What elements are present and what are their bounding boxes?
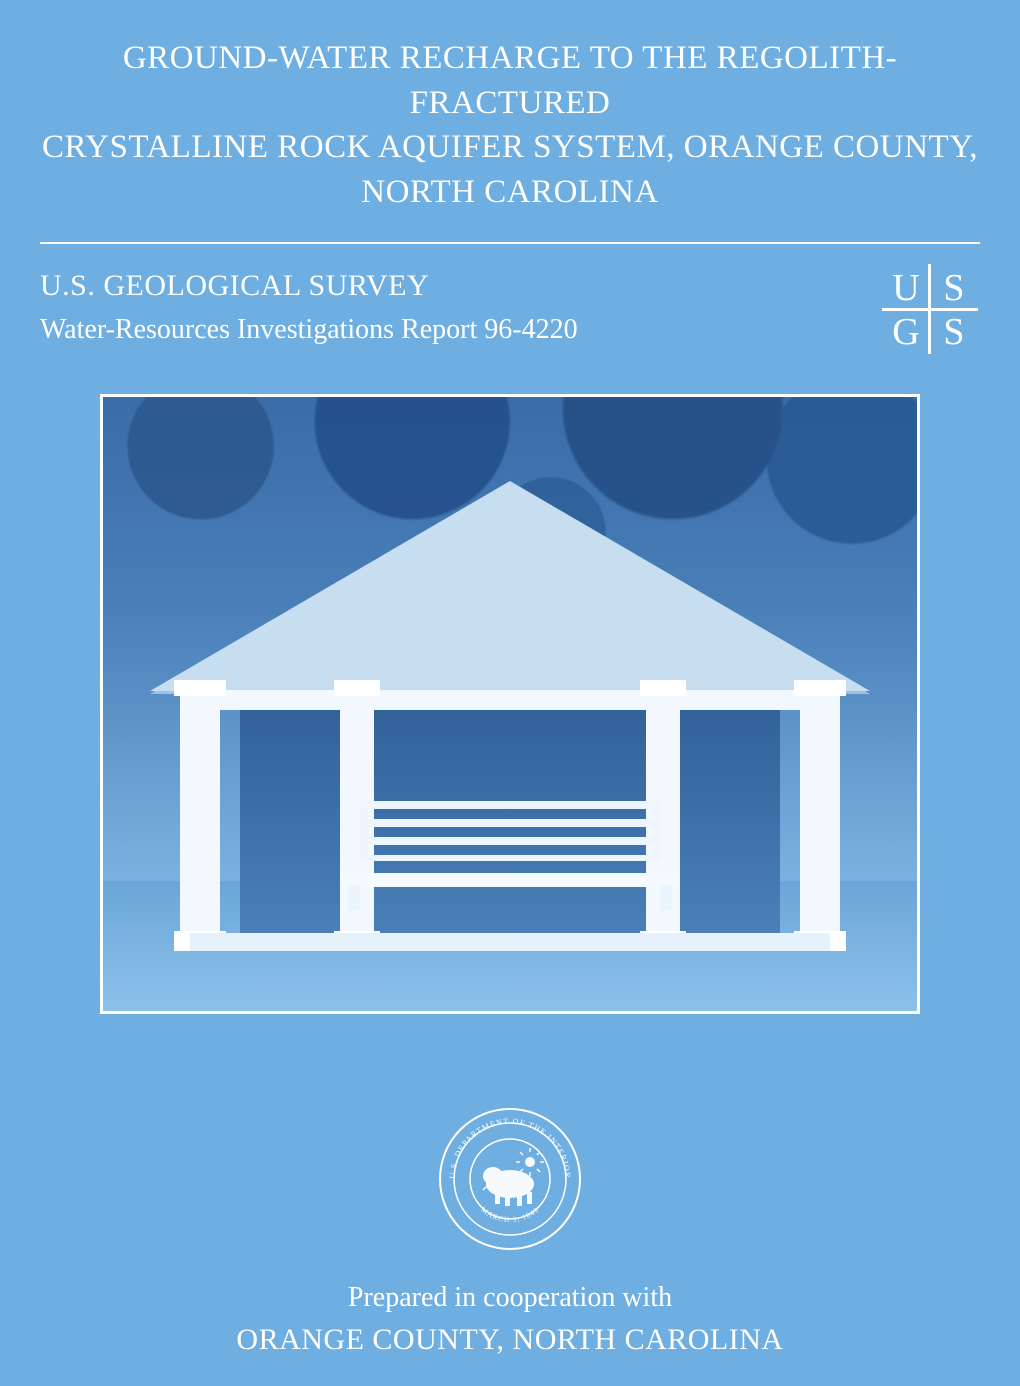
bench-back	[360, 801, 660, 861]
prepared-line: Prepared in cooperation with	[40, 1278, 980, 1317]
county-line: ORANGE COUNTY, NORTH CAROLINA	[40, 1319, 980, 1361]
title-line-1: GROUND-WATER RECHARGE TO THE REGOLITH-FR…	[40, 36, 980, 125]
usgs-logo-s-top: S	[932, 266, 976, 310]
bench-seat	[340, 873, 680, 887]
report-cover-page: GROUND-WATER RECHARGE TO THE REGOLITH-FR…	[0, 0, 1020, 1386]
seal-outer-text: U.S. DEPARTMENT OF THE INTERIOR	[448, 1117, 572, 1179]
usgs-logo-g: G	[884, 310, 928, 354]
agency-text-block: U.S. GEOLOGICAL SURVEY Water-Resources I…	[40, 266, 884, 348]
usgs-logo-s-bottom: S	[932, 310, 976, 354]
title-line-3: NORTH CAROLINA	[40, 170, 980, 215]
gazebo-base	[190, 933, 830, 951]
report-title: GROUND-WATER RECHARGE TO THE REGOLITH-FR…	[40, 36, 980, 214]
bench-leg	[348, 885, 360, 911]
seal-date-text: MARCH 3, 1849	[479, 1205, 541, 1224]
gazebo-column	[800, 692, 840, 937]
photo-gazebo	[170, 481, 850, 951]
gazebo-roof	[150, 481, 870, 691]
divider-rule	[40, 242, 980, 244]
cover-photo	[100, 394, 920, 1014]
usgs-logo-u: U	[884, 266, 928, 310]
gazebo-bench	[360, 801, 660, 911]
gazebo-entablature	[190, 686, 830, 710]
title-line-2: CRYSTALLINE ROCK AQUIFER SYSTEM, ORANGE …	[40, 125, 980, 170]
gazebo-column	[180, 692, 220, 937]
cooperation-footer: Prepared in cooperation with ORANGE COUN…	[40, 1278, 980, 1361]
agency-name: U.S. GEOLOGICAL SURVEY	[40, 266, 884, 307]
interior-dept-seal-icon: U.S. DEPARTMENT OF THE INTERIOR MARCH 3,…	[435, 1104, 585, 1254]
seal-svg: U.S. DEPARTMENT OF THE INTERIOR MARCH 3,…	[435, 1104, 585, 1254]
bench-leg	[660, 885, 672, 911]
agency-row: U.S. GEOLOGICAL SURVEY Water-Resources I…	[40, 266, 980, 354]
report-series: Water-Resources Investigations Report 96…	[40, 311, 884, 349]
usgs-logo-icon: U S G S	[884, 266, 976, 354]
svg-text:U.S. DEPARTMENT OF THE INTERIO: U.S. DEPARTMENT OF THE INTERIOR	[448, 1117, 572, 1179]
svg-text:MARCH 3, 1849: MARCH 3, 1849	[479, 1205, 541, 1224]
